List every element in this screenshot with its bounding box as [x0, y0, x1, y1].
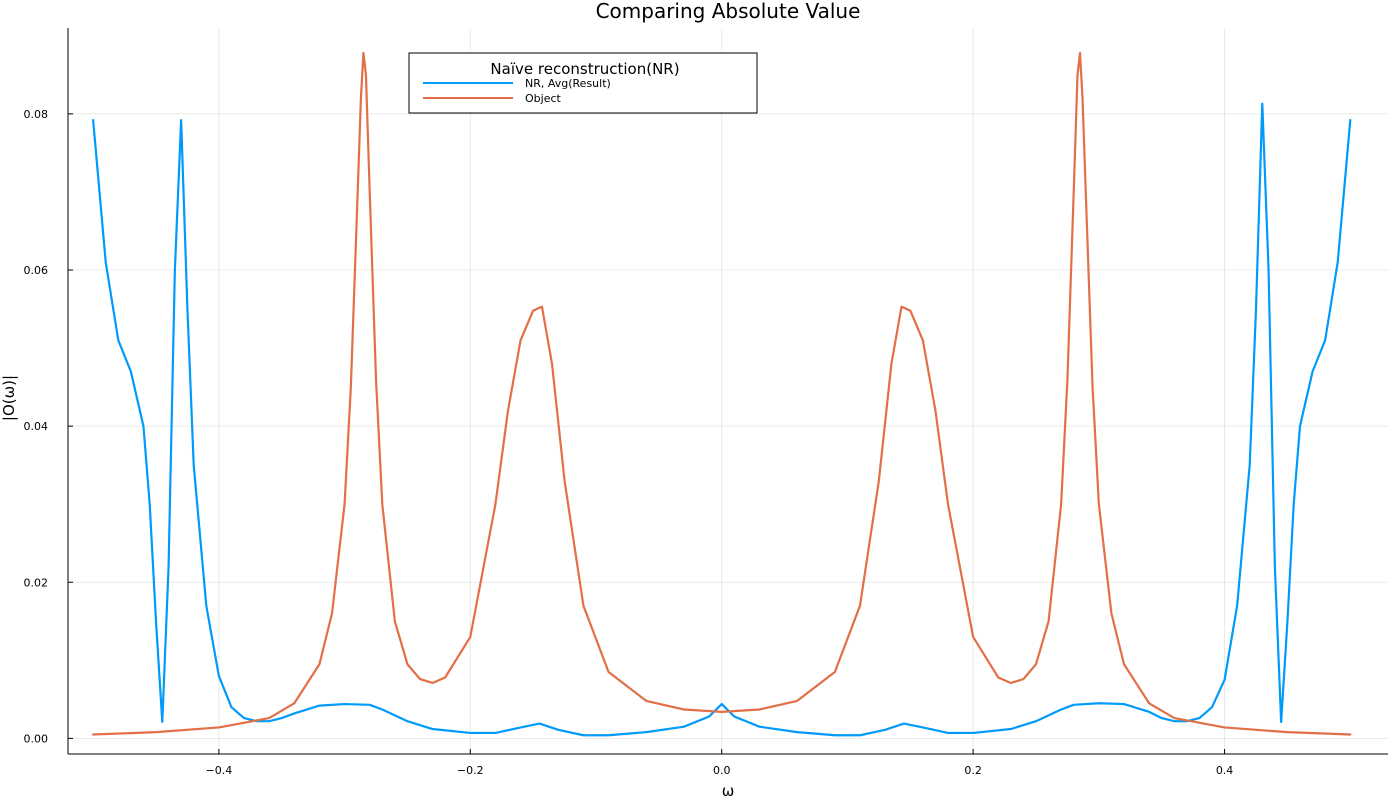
x-axis-label: ω: [722, 782, 735, 800]
series-lines: [92, 51, 1352, 737]
y-tick-label: 0.08: [24, 108, 49, 121]
x-tick-label: 0.0: [713, 764, 731, 777]
chart-title: Comparing Absolute Value: [596, 0, 861, 23]
y-tick-label: 0.02: [24, 576, 49, 589]
y-axis-label: |O(ω)|: [0, 375, 18, 421]
legend: Naïve reconstruction(NR) NR, Avg(Result)…: [408, 52, 758, 114]
x-tick-label: −0.4: [205, 764, 232, 777]
x-tick-label: −0.2: [457, 764, 484, 777]
tick-labels: −0.4 −0.2 0.0 0.2 0.4 0.00 0.02 0.04 0.06 0.08: [24, 108, 1234, 777]
axes: [67, 28, 1388, 755]
series-line-object: [92, 51, 1352, 736]
legend-title: Naïve reconstruction(NR): [490, 60, 679, 78]
x-tick-label: 0.2: [964, 764, 982, 777]
legend-label-nr-avg-result: NR, Avg(Result): [525, 77, 611, 90]
grid-lines: [68, 28, 1388, 754]
series-line-nr-avg-result: [92, 102, 1352, 737]
y-tick-label: 0.00: [24, 732, 49, 745]
y-tick-label: 0.04: [24, 420, 49, 433]
legend-label-object: Object: [525, 92, 562, 105]
y-tick-label: 0.06: [24, 264, 49, 277]
x-tick-label: 0.4: [1216, 764, 1234, 777]
